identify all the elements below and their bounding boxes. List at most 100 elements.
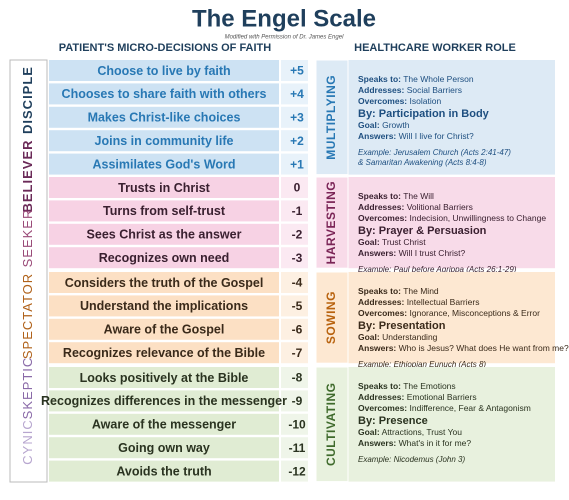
role-line-label: Addresses:: [358, 297, 404, 307]
row-text: Makes Christ-like choices: [88, 111, 241, 125]
row-text: Considers the truth of the Gospel: [65, 276, 264, 290]
row-bg: [49, 272, 279, 293]
score-bg: [281, 153, 308, 175]
role-line-label: Goal:: [358, 237, 380, 247]
role-line-text: Isolation: [410, 96, 442, 106]
row-bg: [49, 367, 279, 388]
role-line-label: Overcomes:: [358, 213, 407, 223]
subtitle: Modified with Permission of Dr. James En…: [225, 35, 344, 41]
role-example: & Samaritan Awakening (Acts 8:4-8): [358, 158, 487, 167]
row-score: -1: [292, 204, 303, 218]
row-score: -8: [292, 371, 303, 385]
row-text: Assimilates God's Word: [92, 157, 235, 171]
row-text: Recognizes relevance of the Bible: [63, 346, 265, 360]
score-bg: [281, 342, 308, 364]
role-line-text: The Mind: [403, 286, 439, 296]
role-line-text: Emotional Barriers: [407, 392, 477, 402]
stage-label: SKEPTIC: [20, 357, 35, 420]
row-score: -3: [292, 251, 303, 265]
row-text: Sees Christ as the answer: [87, 228, 242, 242]
score-bg: [281, 200, 308, 222]
row-text: Turns from self-trust: [103, 204, 226, 218]
role-line-label: Speaks to:: [358, 286, 401, 296]
row-score: -4: [292, 276, 303, 290]
role-by: By: Presentation: [358, 320, 446, 332]
role-line-label: Speaks to:: [358, 191, 401, 201]
role-line: Overcomes: Indecision, Unwillingness to …: [358, 213, 546, 223]
row-score: +1: [290, 157, 304, 171]
row-score: +4: [290, 87, 304, 101]
role-panel: [316, 60, 555, 175]
role-line-label: Answers:: [358, 131, 396, 141]
role-by: By: Presence: [358, 415, 428, 427]
phase-strip: [315, 366, 349, 483]
row-score: -11: [289, 441, 306, 455]
role-line-label: Addresses:: [358, 202, 404, 212]
row-bg: [49, 130, 279, 152]
row-score: -2: [292, 227, 303, 241]
stage-label: CYNIC: [20, 419, 35, 464]
phase-strip: [315, 271, 349, 364]
role-line-text: Understanding: [382, 332, 438, 342]
score-bg: [281, 60, 308, 81]
role-line-label: Overcomes:: [358, 403, 407, 413]
role-line: Addresses: Social Barriers: [358, 85, 462, 95]
phase-label: MULTIPLYING: [324, 75, 338, 160]
role-line-label: Answers:: [358, 438, 396, 448]
row-bg: [49, 223, 279, 245]
title: The Engel Scale: [192, 5, 376, 32]
row-text: Joins in community life: [95, 134, 234, 148]
role-line-label: Goal:: [358, 120, 380, 130]
role-line: Overcomes: Isolation: [358, 96, 441, 106]
row-bg: [49, 106, 279, 128]
score-bg: [281, 272, 308, 293]
score-bg: [281, 106, 308, 128]
role-line: Overcomes: Ignorance, Misconceptions & E…: [358, 308, 540, 318]
role-line-text: Will I trust Christ?: [399, 248, 466, 258]
score-bg: [281, 460, 308, 482]
role-line: Addresses: Emotional Barriers: [358, 392, 477, 402]
row-text: Aware of the messenger: [92, 418, 236, 432]
role-line: Speaks to: The Whole Person: [358, 74, 474, 84]
role-line: Speaks to: The Will: [358, 191, 434, 201]
phase-label: SOWING: [324, 291, 338, 344]
row-bg: [49, 342, 279, 364]
row-bg: [49, 177, 279, 198]
header-right: HEALTHCARE WORKER ROLE: [354, 42, 516, 54]
score-bg: [281, 413, 308, 435]
role-line: Answers: Who is Jesus? What does He want…: [358, 343, 569, 353]
role-line: Answers: Will I live for Christ?: [358, 131, 474, 141]
phase-label: HARVESTING: [324, 181, 338, 264]
role-line-label: Addresses:: [358, 85, 404, 95]
role-line-label: Answers:: [358, 248, 396, 258]
role-line-text: Volitional Barriers: [407, 202, 473, 212]
phase-label: CULTIVATING: [324, 383, 338, 467]
row-bg: [49, 200, 279, 222]
phase-strip: [315, 176, 349, 269]
score-bg: [281, 83, 308, 105]
row-text: Understand the implications: [80, 299, 248, 313]
role-example: Example: Ethiopian Eunuch (Acts 8): [358, 360, 486, 369]
role-panel: [316, 367, 555, 482]
header-left: PATIENT'S MICRO-DECISIONS OF FAITH: [59, 42, 271, 54]
score-bg: [281, 390, 308, 412]
role-line-text: Trust Christ: [382, 237, 426, 247]
phase-strip: [315, 59, 349, 176]
row-text: Recognizes own need: [99, 251, 230, 265]
role-line-label: Answers:: [358, 343, 396, 353]
role-by: By: Prayer & Persuasion: [358, 225, 487, 237]
role-example: Example: Nicodemus (John 3): [358, 455, 465, 464]
row-score: 0: [294, 181, 301, 195]
row-text: Aware of the Gospel: [104, 323, 225, 337]
row-score: -7: [292, 346, 303, 360]
score-bg: [281, 247, 308, 269]
row-score: +3: [290, 110, 304, 124]
role-line: Goal: Trust Christ: [358, 237, 426, 247]
role-line: Answers: Will I trust Christ?: [358, 248, 466, 258]
score-bg: [281, 367, 308, 388]
role-line: Goal: Attractions, Trust You: [358, 427, 462, 437]
stage-label: SEEKER: [20, 209, 35, 268]
role-line-text: Social Barriers: [407, 85, 462, 95]
role-line-text: Who is Jesus? What does He want from me?: [399, 343, 569, 353]
row-bg: [49, 247, 279, 269]
